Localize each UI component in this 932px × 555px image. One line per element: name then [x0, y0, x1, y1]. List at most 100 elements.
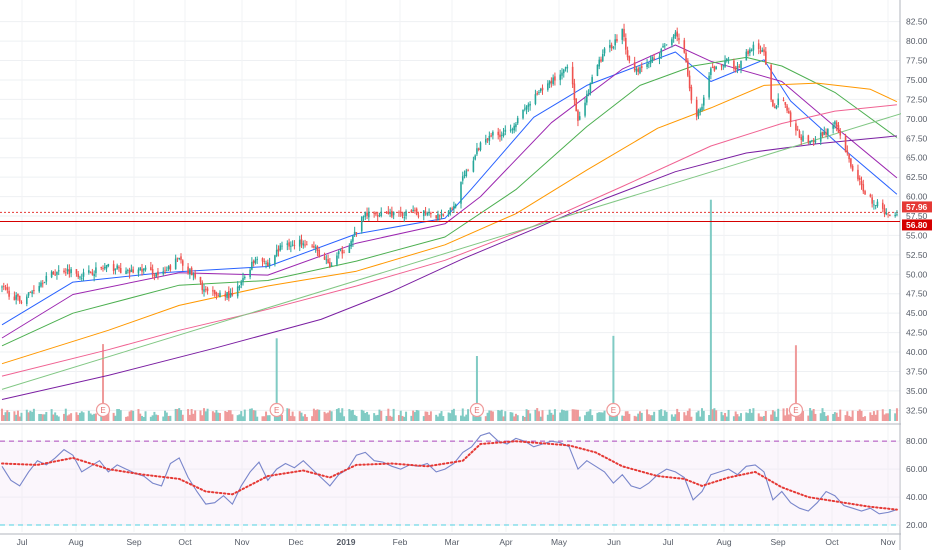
candle-body — [832, 125, 834, 129]
volume-bar — [32, 408, 35, 421]
volume-bar — [451, 409, 454, 421]
volume-bar — [888, 409, 891, 421]
candle-body — [166, 269, 168, 271]
volume-bar — [514, 413, 517, 421]
y-axis-background — [901, 0, 932, 550]
volume-bar — [15, 414, 18, 421]
volume-bar — [548, 409, 551, 421]
candle-body — [658, 56, 661, 60]
candle-body — [57, 270, 60, 272]
volume-bar — [380, 410, 383, 421]
candle-body — [181, 260, 184, 266]
candle-body — [504, 129, 507, 132]
volume-bar — [2, 415, 5, 421]
candle-body — [621, 28, 624, 40]
candle-body — [306, 244, 308, 246]
volume-bar — [240, 411, 243, 421]
volume-bar — [789, 409, 792, 421]
volume-bar — [851, 410, 854, 421]
volume-bar — [390, 416, 393, 421]
candle-body — [552, 77, 554, 85]
candle-body — [773, 107, 776, 109]
candle-body — [858, 177, 861, 180]
volume-bar — [571, 409, 574, 421]
candle-body — [18, 295, 21, 302]
volume-bar — [304, 414, 307, 421]
volume-bar — [261, 416, 264, 421]
volume-bar — [217, 412, 220, 421]
volume-bar — [204, 411, 207, 421]
candle-body — [119, 268, 122, 274]
volume-bar — [564, 410, 567, 421]
candle-body — [180, 256, 182, 261]
x-tick-label: Nov — [234, 537, 250, 547]
volume-bar — [585, 411, 588, 421]
candle-body — [114, 268, 117, 270]
candle-body — [141, 268, 143, 272]
candle-body — [871, 197, 873, 204]
volume-bar — [169, 415, 172, 421]
candle-body — [187, 266, 189, 274]
volume-bar — [633, 415, 636, 421]
volume-bar — [653, 411, 656, 421]
candle-body — [835, 122, 838, 127]
volume-bar — [881, 409, 884, 421]
candle-body — [329, 261, 331, 267]
candle-body — [562, 69, 565, 74]
candle-body — [360, 217, 363, 232]
volume-bar — [213, 412, 216, 421]
candle-body — [795, 123, 797, 131]
candle-body — [772, 99, 774, 107]
candle-body — [775, 105, 778, 109]
volume-bar — [422, 416, 425, 421]
volume-bar — [103, 415, 106, 421]
candle-body — [56, 272, 58, 275]
x-tick-label: 2019 — [337, 537, 356, 547]
earnings-marker-label: E — [474, 406, 479, 415]
candle-body — [311, 245, 313, 247]
x-tick-label: Jul — [663, 537, 674, 547]
volume-bar — [366, 411, 369, 421]
candle-body — [217, 295, 220, 297]
volume-bar — [188, 414, 191, 421]
volume-bar — [387, 408, 390, 421]
level-price-tag-label: 57.96 — [906, 202, 928, 212]
candle-body — [587, 92, 590, 94]
candle-body — [142, 268, 145, 271]
candle-body — [164, 270, 166, 272]
volume-bar — [156, 415, 159, 421]
candle-body — [857, 169, 859, 180]
candle-body — [251, 261, 253, 270]
candle-body — [144, 267, 147, 270]
volume-bar — [132, 410, 135, 421]
volume-bar — [516, 415, 519, 421]
trend-line — [1, 103, 932, 390]
volume-bar — [426, 411, 429, 421]
volume-bar — [153, 411, 156, 421]
volume-bar — [126, 416, 129, 421]
candle-body — [566, 66, 569, 69]
volume-bar — [415, 410, 418, 421]
candle-body — [66, 269, 69, 272]
candle-body — [417, 215, 420, 217]
volume-bar — [513, 416, 516, 421]
price-tick-label: 57.50 — [906, 211, 928, 221]
candle-body — [89, 271, 92, 273]
candle-body — [274, 255, 276, 265]
candle-body — [157, 271, 159, 276]
volume-bar — [94, 413, 97, 421]
candle-body — [288, 242, 290, 247]
candle-body — [465, 170, 468, 177]
volume-bar — [697, 410, 700, 421]
volume-bar — [316, 409, 319, 421]
earnings-marker-label: E — [274, 406, 279, 415]
candle-body — [554, 76, 556, 81]
candle-body — [819, 132, 822, 142]
volume-bar — [546, 414, 549, 421]
volume-bar — [385, 415, 388, 421]
volume-bar — [229, 410, 232, 421]
volume-bar — [484, 416, 487, 421]
volume-bar — [624, 411, 627, 421]
candle-body — [105, 265, 108, 269]
candle-body — [336, 255, 338, 265]
